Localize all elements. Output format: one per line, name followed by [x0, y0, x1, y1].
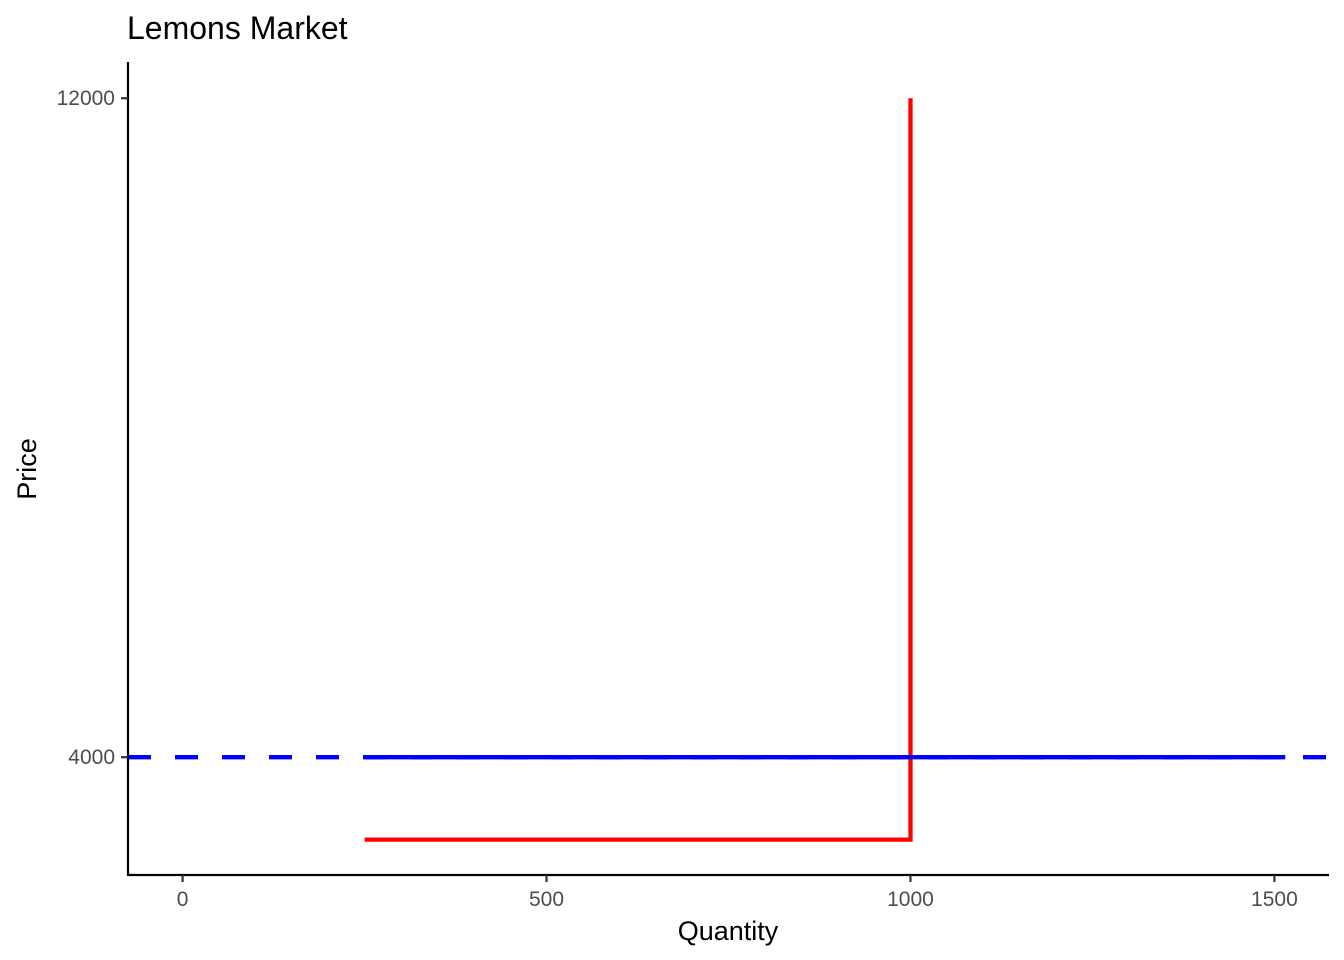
chart-title: Lemons Market [127, 10, 348, 46]
y-tick-label: 4000 [68, 746, 115, 769]
x-tick-label: 1000 [887, 888, 934, 911]
x-tick-label: 1500 [1251, 888, 1298, 911]
y-axis-title: Price [12, 438, 42, 500]
x-axis-title: Quantity [678, 916, 779, 946]
x-tick-label: 500 [529, 888, 564, 911]
y-tick-label: 12000 [57, 87, 115, 110]
series-line-0-solid [364, 98, 913, 842]
y-ticks: 4000 12000 [57, 87, 128, 769]
x-tick-label: 0 [177, 888, 189, 911]
x-ticks: 0 500 1000 1500 [177, 875, 1298, 911]
plot-layer [128, 98, 1329, 842]
